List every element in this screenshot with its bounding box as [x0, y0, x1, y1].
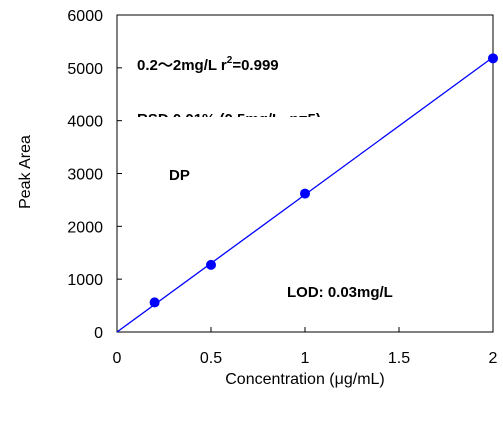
data-point [488, 53, 498, 64]
y-tick-label: 1000 [67, 272, 103, 289]
r-squared-superscript: 2 [227, 55, 233, 66]
y-tick-label: 0 [94, 325, 103, 342]
lod-annotation: LOD: 0.03mg/L [287, 284, 393, 301]
x-axis-title: Concentration (μg/mL) [225, 371, 385, 388]
dp-label: DP [169, 167, 190, 184]
x-tick-label: 0 [113, 350, 122, 367]
y-tick-label: 5000 [67, 61, 103, 78]
y-axis-ticks: 0 1000 2000 3000 4000 5000 6000 [67, 8, 122, 342]
x-tick-label: 2 [489, 350, 498, 367]
data-point [206, 259, 216, 270]
y-tick-label: 3000 [67, 167, 103, 184]
r-value: =0.999 [232, 57, 278, 74]
range-r2-annotation: 0.2～2mg/L r2=0.999 [137, 55, 279, 74]
range-text: 0.2～2mg/L r [137, 57, 227, 74]
data-points [149, 53, 498, 308]
data-point [300, 188, 310, 199]
x-tick-label: 1 [301, 350, 310, 367]
x-tick-label: 0.5 [200, 350, 222, 367]
x-axis-ticks: 0 0.5 1 1.5 2 [113, 327, 498, 367]
y-tick-label: 4000 [67, 114, 103, 131]
y-tick-label: 6000 [67, 8, 103, 25]
rsd-annotation: RSD 0.01% (0.5mg/L, n=5) [137, 111, 321, 128]
y-axis-title: Peak Area [17, 135, 34, 209]
x-tick-label: 1.5 [388, 350, 410, 367]
data-point [149, 297, 160, 308]
y-tick-label: 2000 [67, 219, 103, 236]
